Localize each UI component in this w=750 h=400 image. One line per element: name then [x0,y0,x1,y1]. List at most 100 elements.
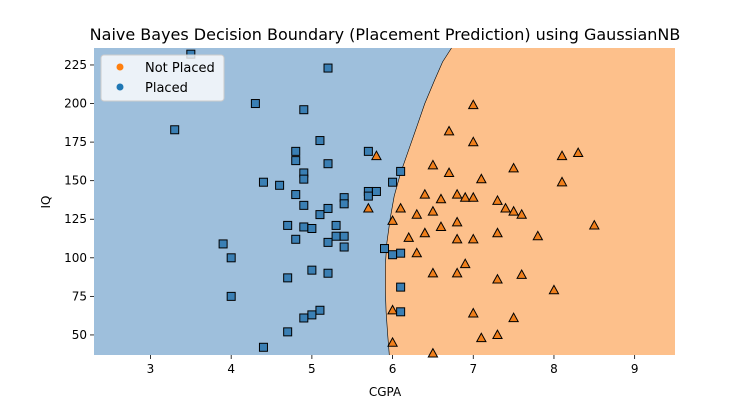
point-placed [299,105,309,115]
point-not-placed [556,176,568,187]
point-placed [283,273,293,283]
point-placed [291,234,301,244]
legend: Not Placed Placed [100,54,225,102]
x-tick-label: 8 [550,362,558,376]
plot-area [94,47,675,358]
point-not-placed [435,221,447,232]
point-placed [323,268,333,278]
point-placed [371,186,381,196]
point-placed [363,146,373,156]
point-placed [396,166,406,176]
point-placed [331,220,341,230]
point-not-placed [508,162,520,173]
point-not-placed [548,284,560,295]
y-tick-label: 100 [64,251,87,265]
point-placed [315,136,325,146]
y-tick-label: 150 [64,174,87,188]
point-not-placed [443,125,455,136]
x-tick-label: 5 [308,362,316,376]
point-not-placed [362,202,374,213]
point-placed [315,305,325,315]
y-tick-label: 200 [64,97,87,111]
point-placed [380,244,389,254]
x-tick-label: 4 [227,362,235,376]
point-placed [307,310,317,320]
point-placed [307,223,317,233]
point-not-placed [403,231,415,242]
point-placed [258,342,268,352]
point-placed [339,242,349,252]
point-not-placed [508,312,520,323]
point-placed [170,125,180,135]
point-not-placed [443,167,455,178]
x-tick-label: 6 [389,362,397,376]
point-placed [396,248,406,258]
point-not-placed [451,188,463,199]
point-placed [315,210,325,220]
point-not-placed [427,205,439,216]
point-not-placed [475,173,487,184]
point-placed [396,282,406,292]
point-placed [363,191,373,201]
point-placed [283,220,293,230]
point-not-placed [435,193,447,204]
point-not-placed [427,347,439,358]
y-tick-label: 75 [72,289,87,303]
point-placed [226,291,236,301]
y-axis: 50 75 100 125 150 175 200 225 [64,58,94,342]
point-placed [388,250,398,260]
point-not-placed [467,136,479,147]
point-not-placed [532,230,544,241]
point-not-placed [419,188,431,199]
point-placed [307,265,317,275]
point-not-placed [588,219,600,230]
point-not-placed [500,202,511,213]
x-axis: 3 4 5 6 7 8 9 [147,355,639,376]
point-not-placed [419,227,431,238]
point-not-placed [508,205,520,216]
point-placed [323,159,333,169]
point-not-placed [387,336,399,347]
point-placed [331,231,341,241]
point-placed [250,99,260,109]
point-placed [299,313,309,323]
y-tick-label: 50 [72,328,87,342]
point-not-placed [395,202,407,213]
point-placed [291,190,301,200]
points-layer [170,49,600,358]
x-tick-label: 9 [631,362,639,376]
point-not-placed [427,159,439,170]
point-not-placed [475,332,487,343]
x-axis-label: CGPA [369,385,402,399]
point-not-placed [459,191,471,202]
point-not-placed [451,267,463,278]
y-tick-label: 175 [64,135,87,149]
point-placed [291,146,301,156]
point-not-placed [451,233,463,244]
point-not-placed [411,208,423,219]
point-placed [388,177,398,187]
chart-title: Naive Bayes Decision Boundary (Placement… [90,25,681,44]
point-placed [396,307,406,317]
point-not-placed [411,247,423,258]
y-tick-label: 125 [64,212,87,226]
point-placed [258,177,268,187]
point-placed [323,63,333,73]
point-not-placed [467,307,479,318]
x-tick-label: 7 [469,362,477,376]
y-axis-label: IQ [39,196,53,209]
point-not-placed [451,216,463,227]
x-tick-label: 3 [147,362,155,376]
point-placed [323,237,333,247]
point-not-placed [467,233,479,244]
decision-boundary-line [385,47,452,356]
point-placed [299,222,309,232]
point-not-placed [556,150,568,161]
legend-box [100,54,225,102]
point-not-placed [427,267,439,278]
point-placed [226,253,236,263]
point-not-placed [387,214,399,225]
legend-marker-not-placed [116,63,124,71]
point-not-placed [467,99,479,110]
